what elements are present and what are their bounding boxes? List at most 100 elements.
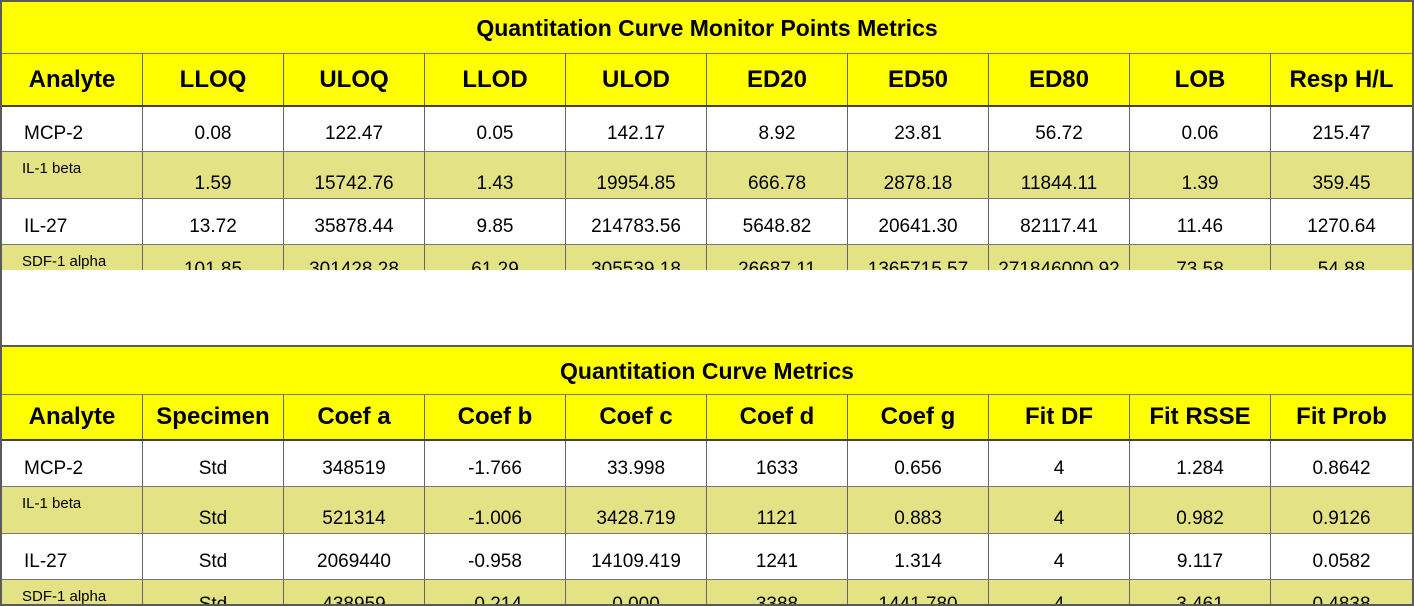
table: Quantitation Curve Monitor Points Metric…	[2, 2, 1412, 270]
header-cell: Specimen	[143, 395, 284, 439]
data-cell: 1441.780	[848, 580, 989, 604]
data-cell: 0.883	[848, 487, 989, 533]
data-cell: 4	[989, 441, 1130, 486]
data-row: IL-1 beta 1.59 15742.76 1.43 19954.85 666.78 2…	[2, 152, 1412, 199]
data-row: IL-27 13.72 35878.44 9.85 214783.56 5648.82 20…	[2, 199, 1412, 245]
header-cell: Analyte	[2, 54, 143, 105]
data-cell: 301428.28	[284, 245, 425, 270]
data-cell: 4	[989, 580, 1130, 604]
header-cell: Fit Prob	[1296, 403, 1387, 430]
data-cell: 9.85	[425, 199, 566, 244]
header-cell: ED50	[848, 54, 989, 105]
data-cell: 1.43	[425, 152, 566, 198]
data-cell: 2069440	[284, 534, 425, 579]
data-row: SDF-1 alpha Std 438959 -0.214 0.000 3388 1441.…	[2, 580, 1412, 604]
data-cell: 438959	[284, 580, 425, 604]
data-cell: 15742.76	[284, 152, 425, 198]
data-cell: Std	[143, 580, 284, 604]
data-cell: 3388	[707, 580, 848, 604]
data-cell: 0.000	[566, 580, 707, 604]
data-cell: 1.284	[1130, 441, 1271, 486]
data-cell: 82117.41	[989, 199, 1130, 244]
data-cell: 19954.85	[566, 152, 707, 198]
data-cell: Std	[143, 487, 284, 533]
data-cell: 13.72	[143, 199, 284, 244]
table: Quantitation Curve Metrics Analyte Specime…	[2, 345, 1412, 604]
data-cell: 0.08	[143, 107, 284, 151]
data-cell: Std	[143, 441, 284, 486]
data-cell: 20641.30	[848, 199, 989, 244]
header-cell: LLOQ	[143, 54, 284, 105]
data-cell: MCP-2	[2, 441, 143, 486]
data-cell: IL-27	[2, 199, 143, 244]
data-row: SDF-1 alpha 101.85 301428.28 61.29 305539.18…	[2, 245, 1412, 270]
data-cell: Std	[143, 534, 284, 579]
header-cell: LLOD	[425, 54, 566, 105]
data-cell: 0.8642	[1312, 457, 1371, 479]
data-cell: 0.656	[848, 441, 989, 486]
data-cell: 348519	[284, 441, 425, 486]
data-row: MCP-2 Std 348519 -1.766 33.998 1633 0.656 4 1.28…	[2, 441, 1412, 487]
data-cell: 35878.44	[284, 199, 425, 244]
data-cell: IL-1 beta	[2, 487, 143, 533]
data-cell: -1.006	[425, 487, 566, 533]
data-cell: -0.958	[425, 534, 566, 579]
header-cell: Coef c	[566, 395, 707, 439]
data-cell: 2878.18	[848, 152, 989, 198]
table-title: Quantitation Curve Monitor Points Metric…	[2, 2, 1412, 54]
data-cell: 1.314	[848, 534, 989, 579]
data-cell: -0.214	[425, 580, 566, 604]
data-cell: 9.117	[1130, 534, 1271, 579]
data-row: IL-27 Std 2069440 -0.958 14109.419 1241 1.314 4…	[2, 534, 1412, 580]
data-cell: 5648.82	[707, 199, 848, 244]
header-cell: Fit DF	[989, 395, 1130, 439]
header-cell: ULOQ	[284, 54, 425, 105]
data-cell: 0.982	[1130, 487, 1271, 533]
data-cell: 8.92	[707, 107, 848, 151]
data-cell: 1.59	[143, 152, 284, 198]
data-cell: 305539.18	[566, 245, 707, 270]
data-cell: 1633	[707, 441, 848, 486]
data-cell: SDF-1 alpha	[2, 245, 143, 270]
data-cell: 359.45	[1312, 173, 1371, 194]
data-cell: 54.88	[1317, 259, 1366, 270]
data-cell: 3428.719	[566, 487, 707, 533]
data-row: IL-1 beta Std 521314 -1.006 3428.719 1121 0.88…	[2, 487, 1412, 534]
data-row: MCP-2 0.08 122.47 0.05 142.17 8.92 23.81 56.72 0…	[2, 107, 1412, 152]
header-cell: Fit RSSE	[1130, 395, 1271, 439]
header-cell: Resp H/L	[1289, 65, 1394, 93]
data-cell: 1.39	[1130, 152, 1271, 198]
data-cell: 1121	[707, 487, 848, 533]
data-cell: 215.47	[1312, 123, 1371, 144]
data-cell: 101.85	[143, 245, 284, 270]
data-cell: 271846000.92	[989, 245, 1130, 270]
header-cell: Coef b	[425, 395, 566, 439]
header-cell: Coef d	[707, 395, 848, 439]
header-cell: ED80	[989, 54, 1130, 105]
data-cell: 4	[989, 487, 1130, 533]
data-cell: IL-27	[2, 534, 143, 579]
data-cell: 1241	[707, 534, 848, 579]
data-cell: 26687.11	[707, 245, 848, 270]
data-cell: 0.0582	[1312, 550, 1371, 572]
header-cell: ED20	[707, 54, 848, 105]
data-cell: 0.06	[1130, 107, 1271, 151]
data-cell: 521314	[284, 487, 425, 533]
data-cell: 61.29	[425, 245, 566, 270]
data-cell: 214783.56	[566, 199, 707, 244]
data-cell: 4	[989, 534, 1130, 579]
data-cell: 666.78	[707, 152, 848, 198]
data-cell: 3.461	[1130, 580, 1271, 604]
data-cell: 0.9126	[1312, 508, 1371, 529]
data-cell: SDF-1 alpha	[2, 580, 143, 604]
table-title: Quantitation Curve Metrics	[2, 347, 1412, 395]
data-cell: 122.47	[284, 107, 425, 151]
data-cell: 1270.64	[1307, 215, 1376, 237]
data-cell: 1365715.57	[848, 245, 989, 270]
data-cell: 0.05	[425, 107, 566, 151]
data-cell: 11.46	[1130, 199, 1271, 244]
header-cell: ULOD	[566, 54, 707, 105]
data-cell: -1.766	[425, 441, 566, 486]
